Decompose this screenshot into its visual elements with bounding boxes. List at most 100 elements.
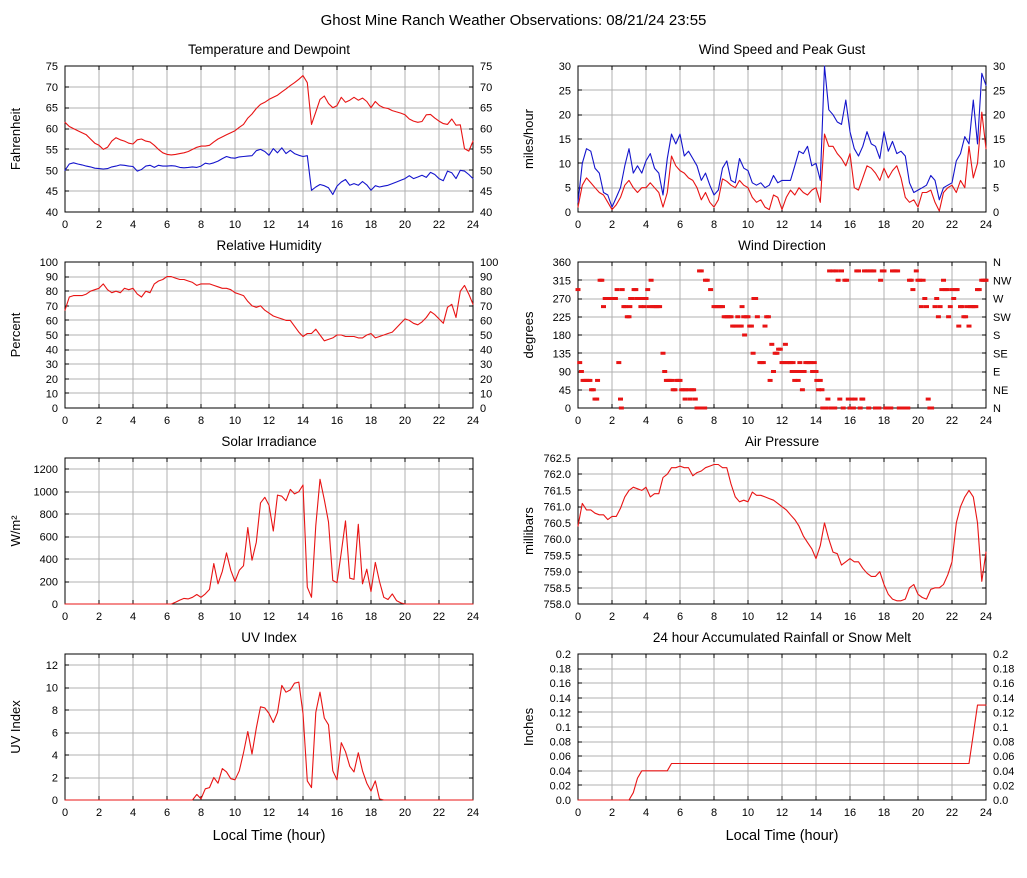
- svg-text:30: 30: [480, 359, 492, 371]
- svg-text:4: 4: [642, 415, 648, 427]
- svg-text:NE: NE: [993, 385, 1008, 397]
- svg-text:10: 10: [741, 611, 753, 623]
- svg-text:Wind Speed and Peak Gust: Wind Speed and Peak Gust: [698, 42, 865, 57]
- svg-text:10: 10: [228, 219, 240, 231]
- svg-text:0.02: 0.02: [549, 780, 570, 792]
- svg-text:12: 12: [262, 807, 274, 819]
- svg-text:Inches: Inches: [521, 707, 536, 746]
- svg-text:5: 5: [993, 183, 999, 195]
- svg-text:N: N: [993, 403, 1001, 415]
- svg-text:Wind Direction: Wind Direction: [738, 238, 826, 253]
- svg-text:10: 10: [480, 388, 492, 400]
- svg-text:14: 14: [809, 415, 821, 427]
- svg-text:4: 4: [129, 415, 135, 427]
- svg-text:0: 0: [51, 403, 57, 415]
- svg-text:6: 6: [163, 807, 169, 819]
- svg-text:2: 2: [95, 611, 101, 623]
- svg-text:40: 40: [45, 345, 57, 357]
- svg-text:200: 200: [39, 577, 57, 589]
- svg-text:2: 2: [95, 219, 101, 231]
- svg-text:10: 10: [993, 158, 1005, 170]
- svg-text:22: 22: [945, 611, 957, 623]
- svg-text:4: 4: [642, 611, 648, 623]
- svg-text:18: 18: [877, 415, 889, 427]
- svg-text:0.08: 0.08: [993, 737, 1014, 749]
- svg-text:SE: SE: [993, 348, 1008, 360]
- svg-text:24: 24: [466, 807, 478, 819]
- svg-text:0: 0: [480, 403, 486, 415]
- svg-text:20: 20: [993, 110, 1005, 122]
- svg-text:80: 80: [480, 286, 492, 298]
- svg-text:4: 4: [51, 750, 57, 762]
- svg-text:14: 14: [296, 807, 308, 819]
- svg-text:12: 12: [262, 415, 274, 427]
- svg-text:10: 10: [45, 683, 57, 695]
- svg-text:30: 30: [45, 359, 57, 371]
- svg-text:20: 20: [398, 415, 410, 427]
- svg-text:0: 0: [61, 415, 67, 427]
- svg-text:14: 14: [296, 611, 308, 623]
- svg-text:14: 14: [809, 219, 821, 231]
- svg-text:22: 22: [945, 219, 957, 231]
- svg-text:14: 14: [296, 219, 308, 231]
- svg-text:800: 800: [39, 509, 57, 521]
- svg-text:80: 80: [45, 286, 57, 298]
- svg-text:22: 22: [432, 219, 444, 231]
- svg-text:40: 40: [480, 345, 492, 357]
- svg-text:18: 18: [877, 807, 889, 819]
- svg-text:30: 30: [558, 61, 570, 73]
- svg-text:Local Time (hour): Local Time (hour): [725, 828, 838, 844]
- svg-text:24 hour Accumulated Rainfall o: 24 hour Accumulated Rainfall or Snow Mel…: [652, 630, 910, 645]
- svg-text:6: 6: [163, 611, 169, 623]
- svg-text:225: 225: [552, 312, 570, 324]
- svg-text:6: 6: [676, 807, 682, 819]
- chart-air-pressure: Air Pressure 0 2 4 6 8 10 12 14 16 18 20 22 24 758.0 75…: [514, 431, 1027, 627]
- svg-text:40: 40: [480, 207, 492, 219]
- svg-text:760.5: 760.5: [543, 518, 571, 530]
- svg-text:10: 10: [228, 611, 240, 623]
- svg-text:14: 14: [809, 611, 821, 623]
- svg-text:0: 0: [574, 219, 580, 231]
- svg-text:22: 22: [945, 807, 957, 819]
- svg-text:55: 55: [480, 144, 492, 156]
- svg-text:60: 60: [480, 124, 492, 136]
- svg-text:600: 600: [39, 532, 57, 544]
- svg-text:10: 10: [741, 415, 753, 427]
- svg-text:0.12: 0.12: [549, 707, 570, 719]
- svg-text:6: 6: [163, 415, 169, 427]
- svg-text:15: 15: [558, 134, 570, 146]
- svg-text:16: 16: [330, 807, 342, 819]
- svg-text:270: 270: [552, 294, 570, 306]
- chart-solar-irradiance: Solar Irradiance 0 2 4 6 8 10 12 14 16 18 20 22 24 0 20…: [1, 431, 514, 627]
- svg-text:8: 8: [197, 415, 203, 427]
- svg-text:0: 0: [574, 415, 580, 427]
- svg-text:759.0: 759.0: [543, 567, 571, 579]
- svg-text:50: 50: [480, 330, 492, 342]
- svg-text:100: 100: [39, 257, 57, 269]
- svg-text:6: 6: [676, 219, 682, 231]
- svg-text:10: 10: [228, 807, 240, 819]
- svg-text:20: 20: [911, 415, 923, 427]
- svg-text:400: 400: [39, 554, 57, 566]
- svg-text:45: 45: [480, 186, 492, 198]
- svg-text:10: 10: [45, 388, 57, 400]
- svg-text:16: 16: [843, 611, 855, 623]
- svg-text:0: 0: [61, 807, 67, 819]
- svg-text:4: 4: [129, 219, 135, 231]
- svg-text:8: 8: [197, 807, 203, 819]
- svg-text:Local Time (hour): Local Time (hour): [212, 828, 325, 844]
- svg-text:24: 24: [979, 611, 991, 623]
- svg-text:25: 25: [993, 85, 1005, 97]
- svg-text:10: 10: [558, 158, 570, 170]
- svg-text:W/m²: W/m²: [8, 515, 23, 547]
- svg-text:8: 8: [197, 219, 203, 231]
- svg-text:0.2: 0.2: [555, 649, 570, 661]
- svg-text:65: 65: [480, 103, 492, 115]
- svg-text:12: 12: [262, 219, 274, 231]
- svg-text:Percent: Percent: [8, 312, 23, 357]
- svg-text:45: 45: [558, 385, 570, 397]
- svg-text:50: 50: [45, 330, 57, 342]
- svg-text:16: 16: [843, 219, 855, 231]
- svg-text:0.1: 0.1: [993, 722, 1008, 734]
- svg-text:18: 18: [364, 219, 376, 231]
